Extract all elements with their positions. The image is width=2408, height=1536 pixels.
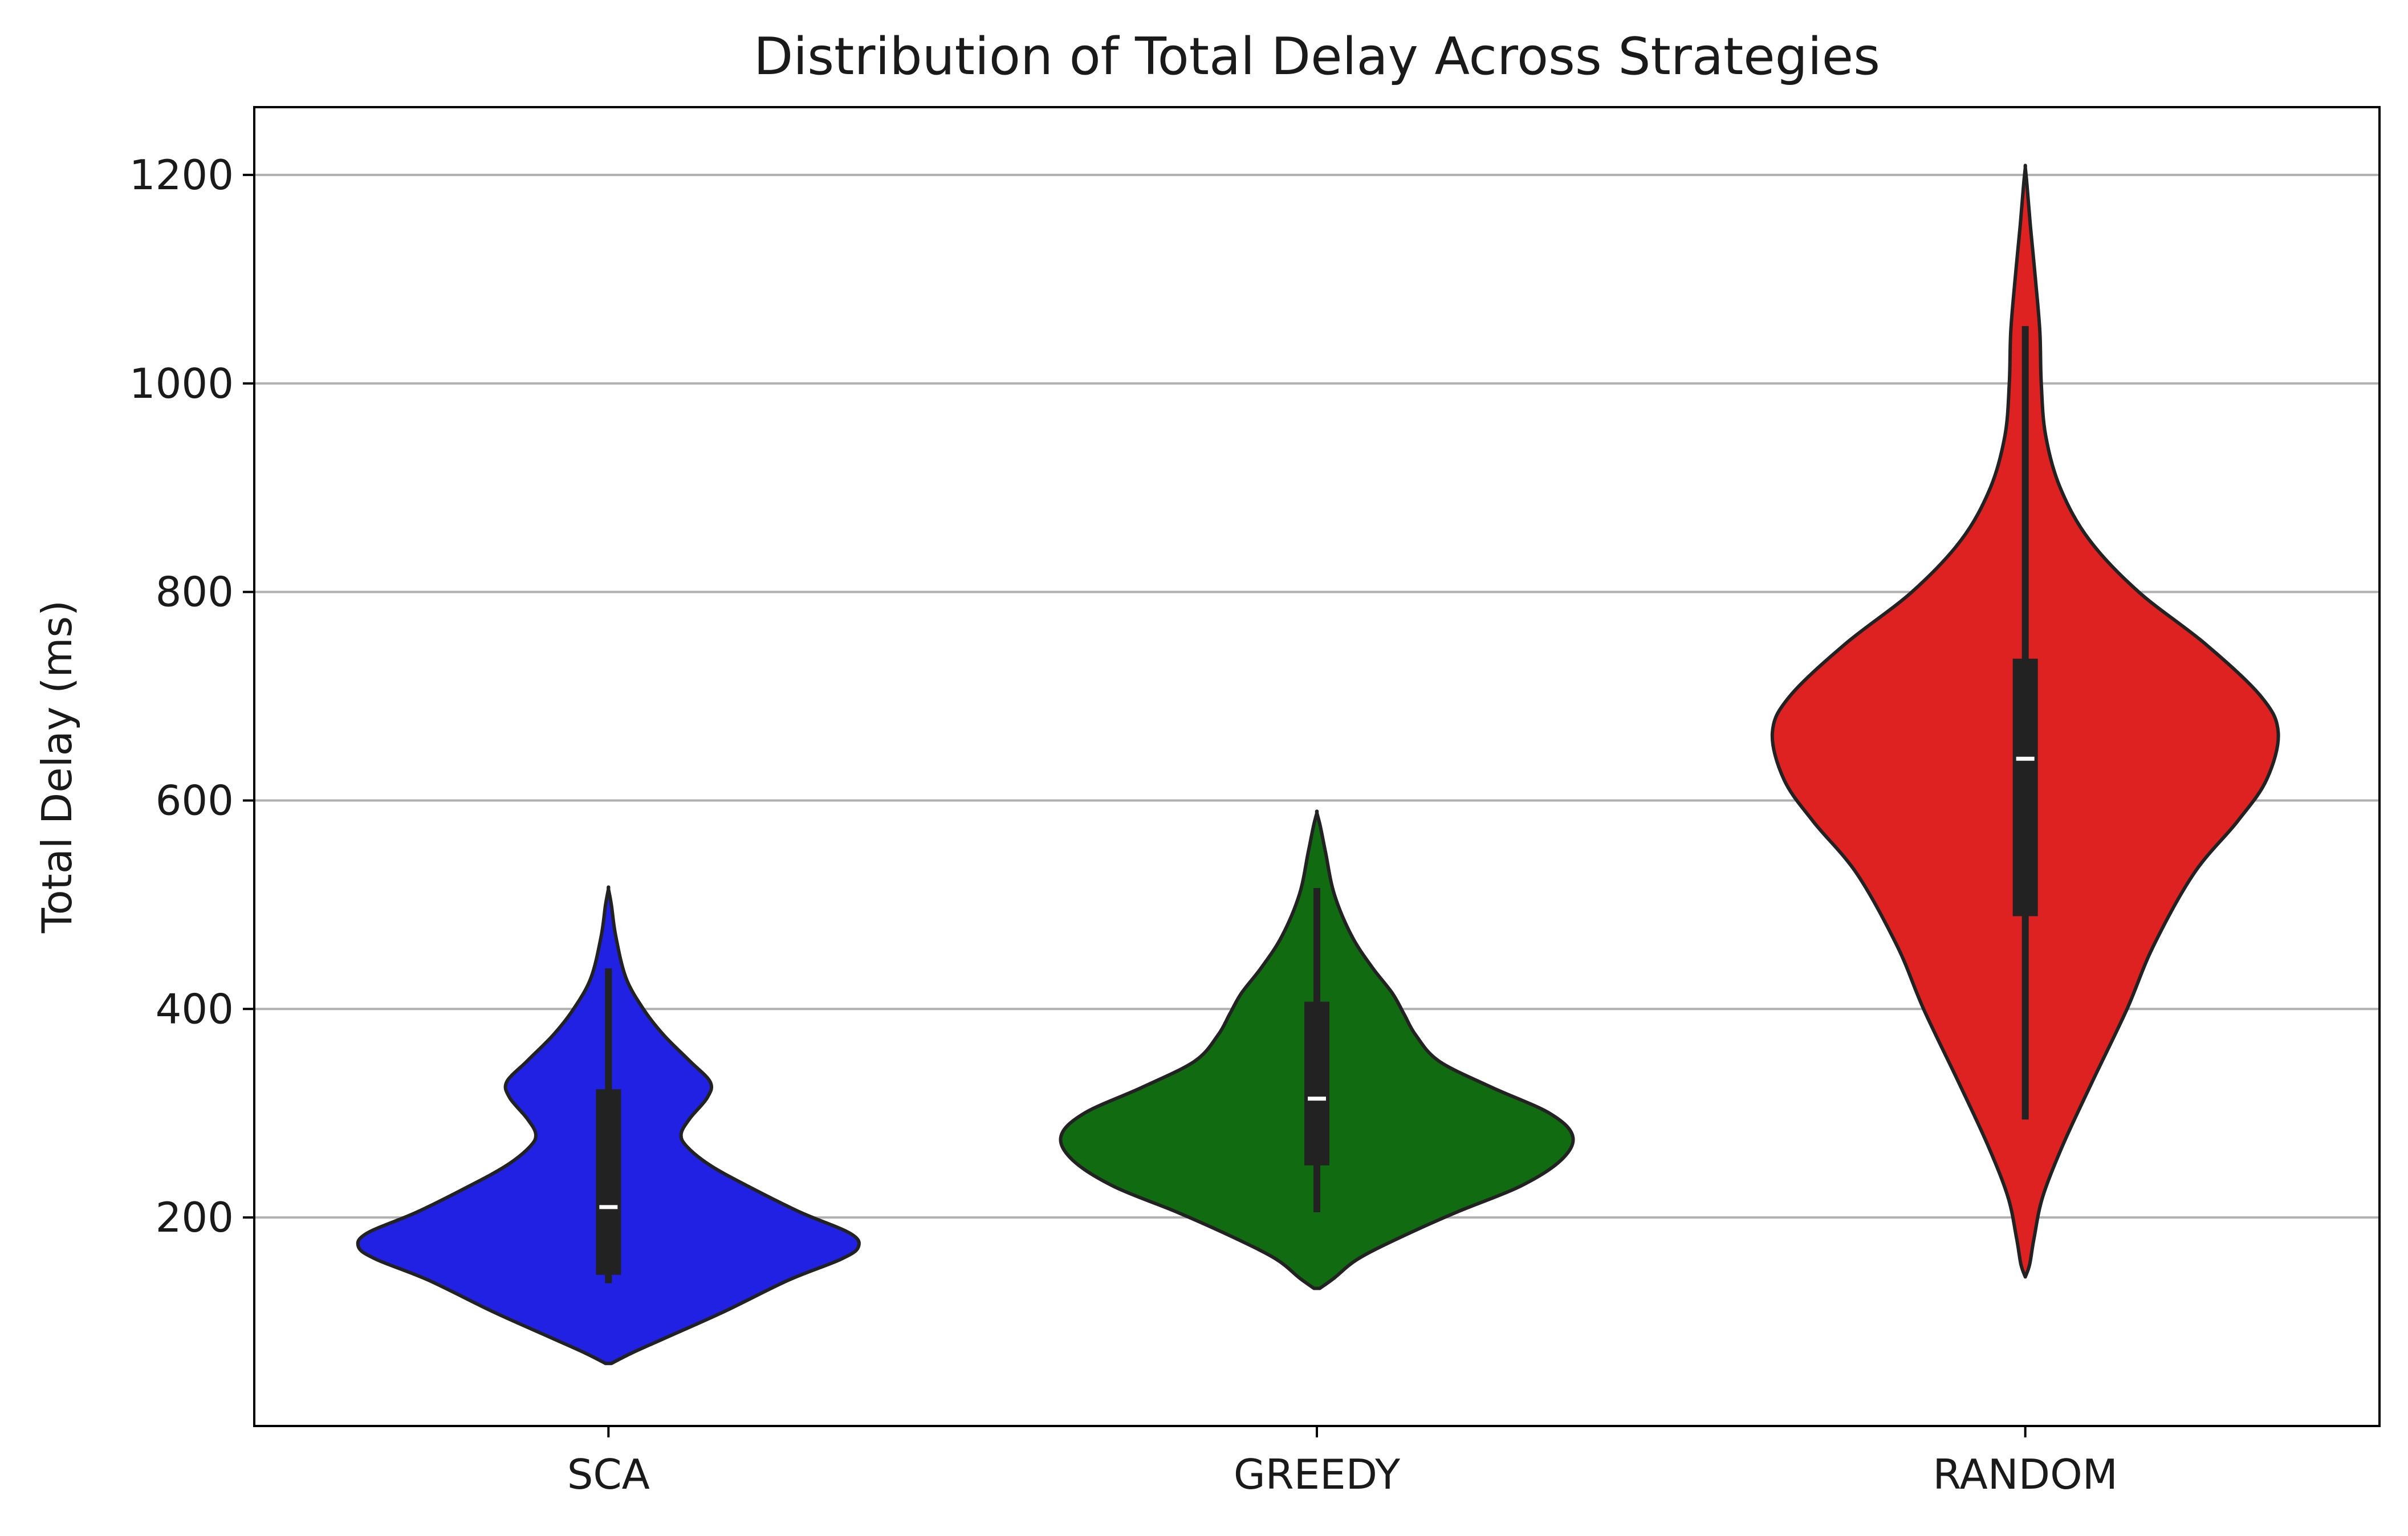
y-tick-label-400: 400 xyxy=(156,985,234,1033)
chart-title: Distribution of Total Delay Across Strat… xyxy=(754,27,1880,87)
x-tick-label-random: RANDOM xyxy=(1933,1451,2117,1498)
y-axis-title: Total Delay (ms) xyxy=(33,600,81,934)
y-tick-label-200: 200 xyxy=(156,1193,234,1241)
y-tick-label-1000: 1000 xyxy=(129,360,234,408)
violins xyxy=(356,164,2280,1366)
x-tick-label-sca: SCA xyxy=(567,1451,650,1498)
iqr-box-sca xyxy=(596,1089,621,1275)
y-tick-label-600: 600 xyxy=(156,776,234,824)
y-tick-label-800: 800 xyxy=(156,568,234,616)
axis-ticks: 200 400 600 800 1000 1200 SCA GREEDY RANDOM xyxy=(129,151,2118,1498)
x-tick-label-greedy: GREEDY xyxy=(1234,1451,1401,1498)
iqr-box-greedy xyxy=(1304,1001,1329,1166)
y-tick-label-1200: 1200 xyxy=(129,151,234,199)
iqr-box-random xyxy=(2012,658,2038,916)
